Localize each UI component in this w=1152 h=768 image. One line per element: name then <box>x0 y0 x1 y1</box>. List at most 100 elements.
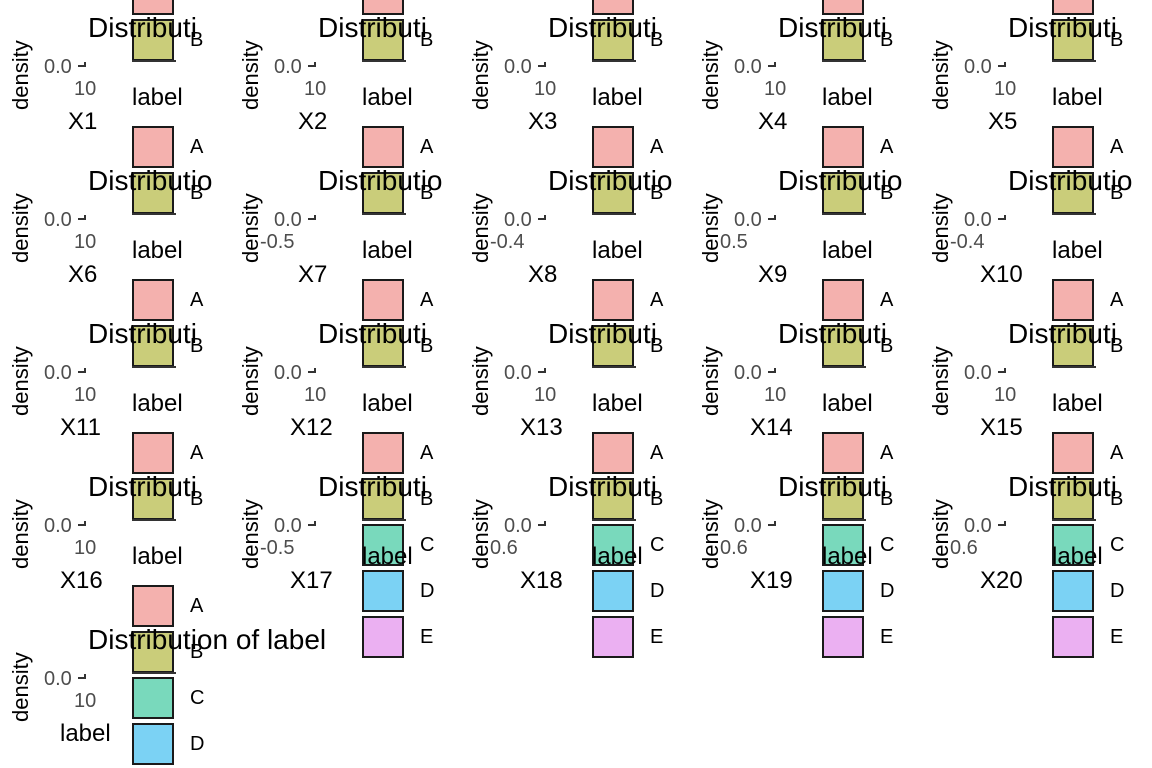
panel-title: Distributio <box>1008 165 1133 196</box>
y-tick-mark <box>538 521 546 526</box>
legend-label-a: A <box>190 442 204 464</box>
panel-title: Distributi <box>88 471 197 502</box>
legend-label-c: C <box>1110 534 1125 556</box>
y-tick-labels: 0.0 <box>504 515 532 537</box>
y-tick-mark <box>998 62 1006 67</box>
y-tick-labels: 0.0 <box>734 362 762 384</box>
legend-label-d: D <box>650 580 665 602</box>
legend-key-a <box>1052 0 1094 15</box>
legend-label-a: A <box>420 0 433 6</box>
legend-key-e <box>1052 616 1094 658</box>
legend-key-a <box>592 126 634 168</box>
legend-key-a <box>132 585 174 627</box>
density-baseline <box>822 519 866 521</box>
y-tick-labels: 0.0 <box>964 362 992 384</box>
density-baseline <box>362 213 406 215</box>
legend-title: label <box>362 543 413 570</box>
legend-title: label <box>592 237 643 264</box>
legend-key-a <box>362 432 404 474</box>
legend-key-c <box>362 524 404 566</box>
y-tick-mark <box>998 215 1006 220</box>
legend-title: label <box>1052 390 1103 417</box>
panel-title: Distributio <box>548 165 673 196</box>
x-tick-labels: 10 <box>304 78 327 100</box>
legend-key-a <box>132 0 174 15</box>
legend-key-a <box>822 432 864 474</box>
y-tick-labels: 0.0 <box>274 56 302 78</box>
legend-label-b: B <box>650 29 664 51</box>
legend-label-b: B <box>190 335 204 357</box>
x-tick-labels: 10 <box>304 384 327 406</box>
legend-label-b: B <box>650 488 664 510</box>
panel-title: Distributi <box>778 471 887 502</box>
legend-label-a: A <box>650 442 664 464</box>
y-axis-label: density <box>8 499 33 569</box>
x-tick-labels: -0.5 <box>260 537 295 559</box>
y-tick-mark <box>78 674 86 679</box>
y-tick-labels: 0.0 <box>44 668 72 690</box>
x-axis-label: label <box>60 720 111 747</box>
legend-label-b: B <box>880 488 894 510</box>
legend-title: label <box>132 84 183 111</box>
legend-title: label <box>362 237 413 264</box>
x-axis-label: X10 <box>980 261 1023 288</box>
legend-label-c: C <box>650 534 665 556</box>
legend-label-b: B <box>880 29 894 51</box>
legend-label-b: B <box>880 335 894 357</box>
density-baseline <box>132 60 176 62</box>
legend-title: label <box>592 390 643 417</box>
legend-title: label <box>1052 237 1103 264</box>
legend-label-a: A <box>880 136 894 158</box>
legend-key-b <box>132 19 174 61</box>
x-axis-label: X12 <box>290 414 333 441</box>
legend-key-a <box>822 279 864 321</box>
legend-label-e: E <box>420 626 434 648</box>
x-axis-label: X11 <box>60 414 101 441</box>
panel-title: Distributi <box>548 471 657 502</box>
x-axis-label: X9 <box>758 261 788 288</box>
panel-title: Distributi <box>318 12 427 43</box>
y-tick-labels: 0.0 <box>504 362 532 384</box>
x-tick-labels: 10 <box>74 690 97 712</box>
y-tick-labels: 0.0 <box>964 209 992 231</box>
y-tick-labels: 0.0 <box>44 56 72 78</box>
legend-key-a <box>132 279 174 321</box>
y-axis-label: density <box>468 40 493 110</box>
y-tick-mark <box>768 521 776 526</box>
legend-label-d: D <box>880 580 895 602</box>
x-axis-label: X19 <box>750 567 793 594</box>
legend-key-a <box>1052 126 1094 168</box>
y-tick-mark <box>768 368 776 373</box>
density-baseline <box>1052 213 1096 215</box>
y-axis-label: density <box>8 40 33 110</box>
legend-label-b: B <box>190 641 204 663</box>
legend-label-a: A <box>420 442 434 464</box>
panel-title: Distributio <box>318 165 443 196</box>
y-axis-label: density <box>468 346 493 416</box>
legend-label-b: B <box>420 488 434 510</box>
y-tick-labels: 0.0 <box>504 209 532 231</box>
legend-key-b <box>822 325 864 367</box>
legend-title: label <box>822 237 873 264</box>
legend-key-d <box>822 570 864 612</box>
legend-key-b <box>1052 478 1094 520</box>
legend-key-a <box>362 279 404 321</box>
panel-title: Distributi <box>88 318 197 349</box>
y-axis-label: density <box>928 40 953 110</box>
x-tick-labels: 10 <box>534 78 557 100</box>
panel-title: Distributi <box>548 12 657 43</box>
legend-key-b <box>592 19 634 61</box>
y-tick-mark <box>78 215 86 220</box>
density-baseline <box>132 519 176 521</box>
x-tick-labels: 10 <box>74 537 97 559</box>
density-baseline <box>362 60 406 62</box>
